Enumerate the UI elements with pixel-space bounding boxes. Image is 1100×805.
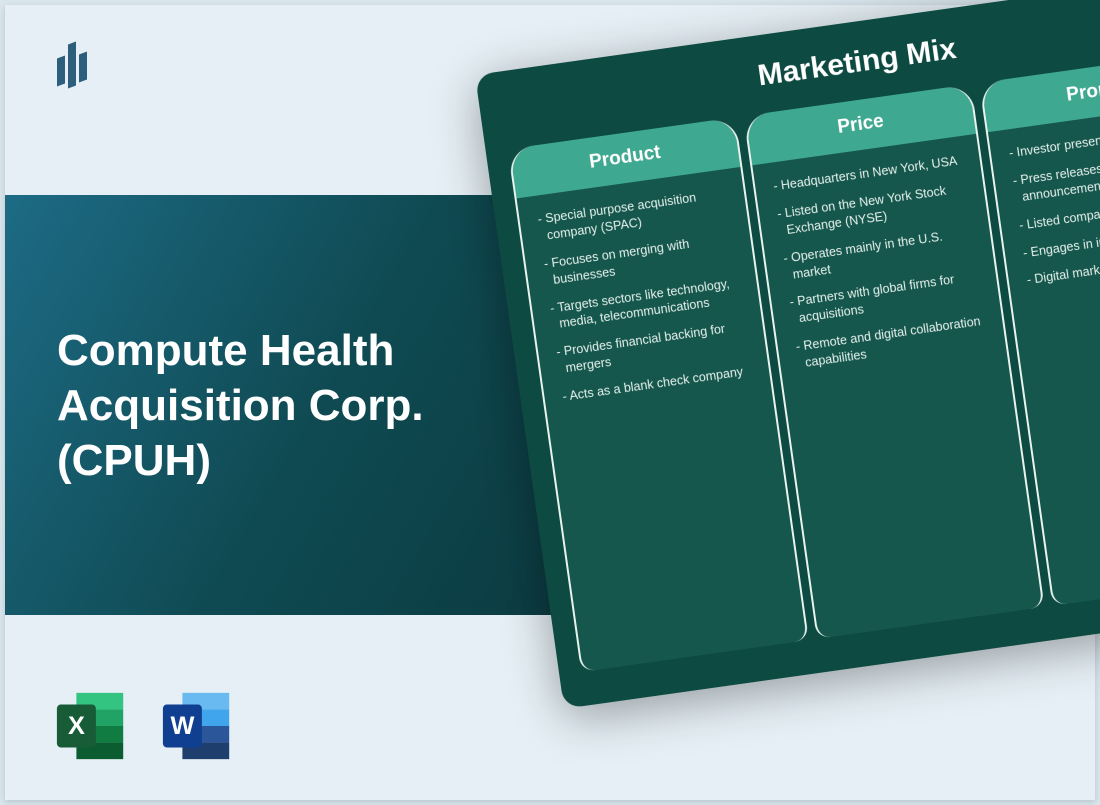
marketing-mix-card: Marketing Mix Product- Special purpose a… (475, 0, 1100, 709)
office-icons-row: X W (53, 687, 237, 765)
excel-icon: X (53, 687, 131, 765)
svg-text:W: W (170, 712, 194, 740)
word-icon: W (159, 687, 237, 765)
pillar-body: - Investor presenta roadshows- Press rel… (988, 101, 1100, 313)
logo-icon (53, 35, 93, 95)
svg-text:X: X (68, 712, 85, 740)
title-band: Compute Health Acquisition Corp. (CPUH) (5, 195, 565, 615)
inner-frame: Compute Health Acquisition Corp. (CPUH) … (5, 5, 1095, 800)
marketing-mix-card-wrap: Marketing Mix Product- Special purpose a… (475, 0, 1100, 709)
pillar-body: - Headquarters in New York, USA- Listed … (752, 134, 1008, 396)
pillars-row: Product- Special purpose acquisition com… (508, 50, 1100, 673)
pillar-body: - Special purpose acquisition company (S… (517, 167, 773, 429)
page-title: Compute Health Acquisition Corp. (CPUH) (57, 323, 535, 488)
